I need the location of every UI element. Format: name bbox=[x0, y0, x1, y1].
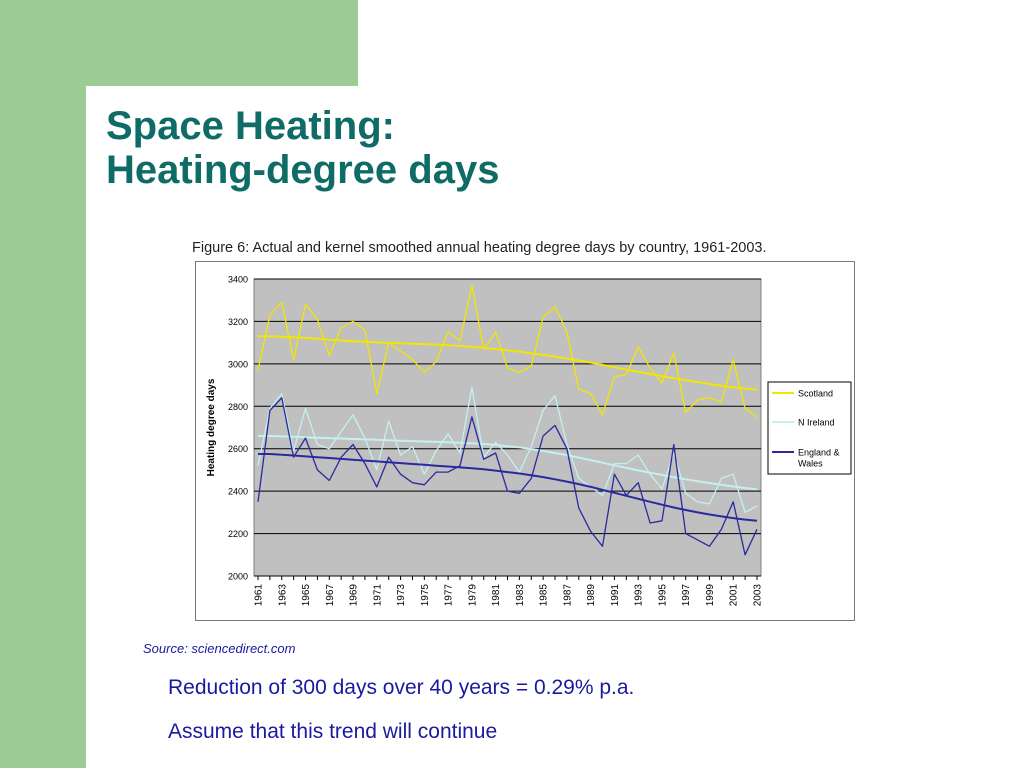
plot-area bbox=[253, 278, 762, 577]
y-tick-label: 3000 bbox=[228, 359, 248, 369]
figure-caption: Figure 6: Actual and kernel smoothed ann… bbox=[192, 240, 767, 256]
y-tick-label: 3200 bbox=[228, 317, 248, 327]
x-tick-label: 1987 bbox=[562, 584, 573, 607]
y-axis-label: Heating degree days bbox=[206, 378, 217, 476]
legend-label: England & Wales bbox=[798, 448, 840, 469]
slide-title: Space Heating: Heating-degree days bbox=[106, 104, 499, 192]
heating-degree-days-chart: 2000 2200 2400 2600 2800 3000 3200 3400 1961 1963… bbox=[206, 275, 852, 607]
y-tick-label: 2800 bbox=[228, 402, 248, 412]
slide-title-line2: Heating-degree days bbox=[106, 148, 500, 192]
x-tick-label: 1999 bbox=[705, 584, 716, 607]
x-tick-label: 1975 bbox=[420, 584, 431, 607]
y-tick-label: 2200 bbox=[228, 529, 248, 539]
england-wales-smoothed-line bbox=[258, 453, 758, 522]
legend-box bbox=[767, 381, 852, 475]
england-wales-actual-line bbox=[257, 397, 758, 556]
x-tick-label: 1983 bbox=[515, 584, 526, 607]
x-tick-label: 1971 bbox=[372, 584, 383, 607]
x-tick-label: 1963 bbox=[277, 584, 288, 607]
x-tick-label: 2003 bbox=[753, 584, 764, 607]
legend-label: Scotland bbox=[798, 389, 833, 399]
y-tick-label: 2400 bbox=[228, 487, 248, 497]
legend-label: N Ireland bbox=[798, 418, 835, 428]
accent-bar-left bbox=[0, 0, 86, 768]
n-ireland-smoothed-line bbox=[258, 435, 758, 491]
chart-frame: 2000 2200 2400 2600 2800 3000 3200 3400 1961 1963… bbox=[195, 261, 855, 621]
bullet-trend: Assume that this trend will continue bbox=[168, 720, 498, 743]
x-tick-label: 1967 bbox=[325, 584, 336, 607]
x-tick-label: 1965 bbox=[301, 584, 312, 607]
x-tick-label: 1973 bbox=[396, 584, 407, 607]
y-tick-label: 2000 bbox=[228, 572, 248, 582]
x-tick-label: 1985 bbox=[539, 584, 550, 607]
x-tick-label: 1997 bbox=[681, 584, 692, 607]
y-tick-label: 2600 bbox=[228, 444, 248, 454]
x-tick-label: 2001 bbox=[729, 584, 740, 607]
x-tick-label: 1995 bbox=[657, 584, 668, 607]
x-tick-label: 1969 bbox=[349, 584, 360, 607]
y-tick-label: 3400 bbox=[228, 275, 248, 285]
scotland-smoothed-line bbox=[258, 335, 758, 391]
scotland-actual-line bbox=[257, 284, 758, 418]
x-tick-label: 1981 bbox=[491, 584, 502, 607]
x-tick-label: 1961 bbox=[254, 584, 265, 607]
x-tick-label: 1989 bbox=[586, 584, 597, 607]
x-tick-label: 1977 bbox=[444, 584, 455, 607]
bullet-reduction: Reduction of 300 days over 40 years = 0.… bbox=[168, 676, 635, 699]
source-note: Source: sciencedirect.com bbox=[143, 641, 296, 656]
x-tick-label: 1991 bbox=[610, 584, 621, 607]
n-ireland-actual-line bbox=[257, 386, 758, 514]
x-tick-label: 1993 bbox=[634, 584, 645, 607]
x-tick-label: 1979 bbox=[467, 584, 478, 607]
slide-title-line1: Space Heating: bbox=[106, 104, 395, 148]
